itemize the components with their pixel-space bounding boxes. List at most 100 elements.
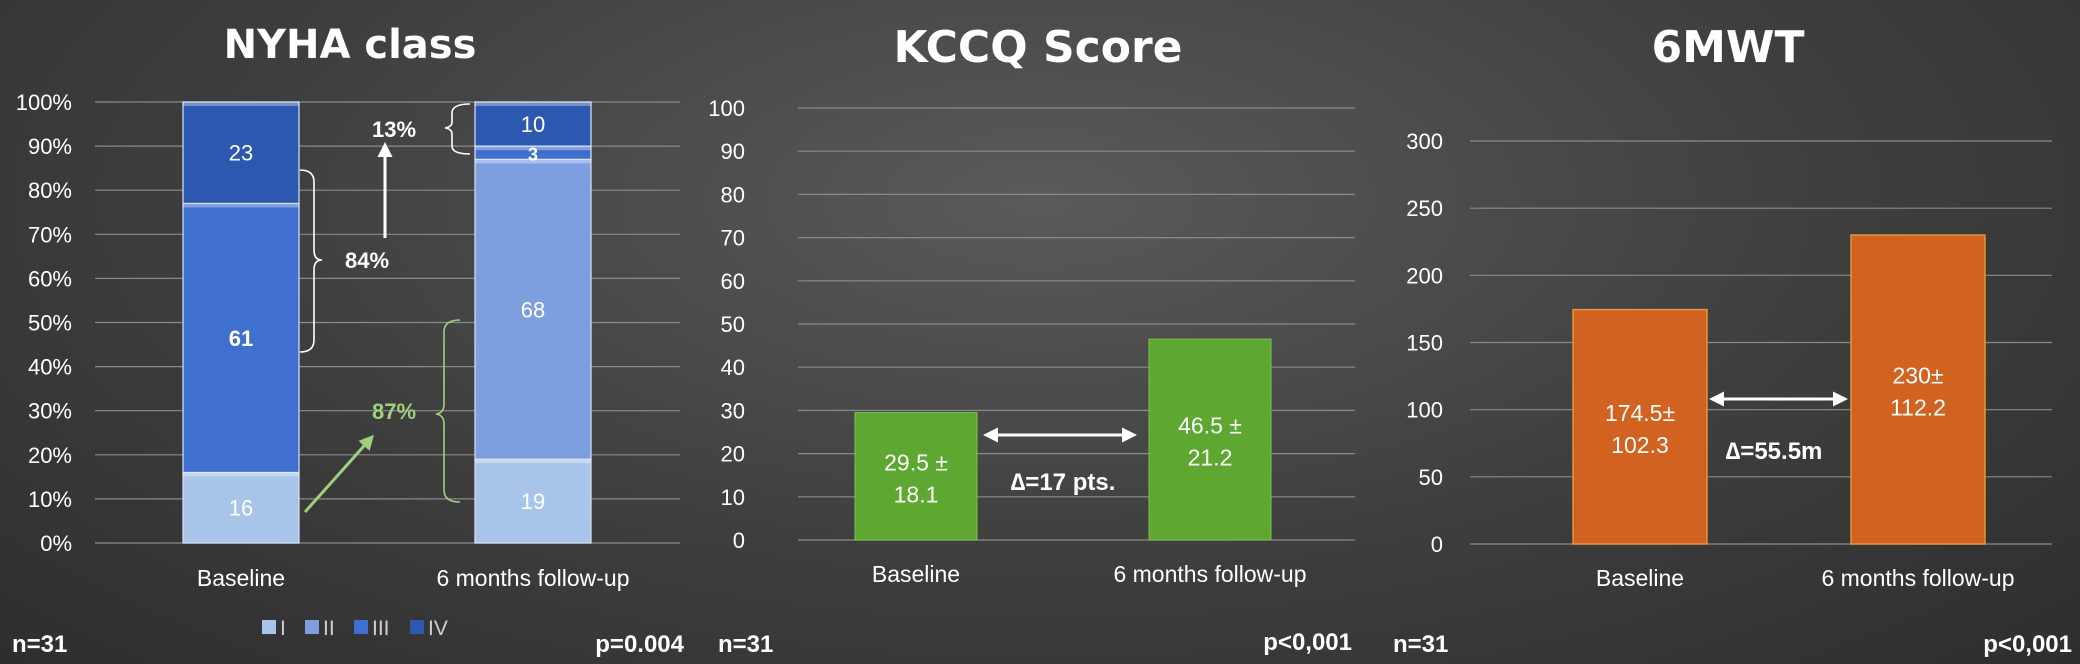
kccq-y-tick: 0	[733, 528, 745, 553]
smwt-y-tick: 200	[1406, 263, 1443, 288]
kccq-y-tick: 50	[721, 312, 745, 337]
smwt-category-label: 6 months follow-up	[1821, 565, 2014, 591]
sixmwt-delta-label: ∆=55.5m	[1726, 438, 1823, 465]
nyha-chart: NYHA class 0% 10% 20% 30% 40% 50% 60% 70% 80% 90%…	[12, 22, 685, 658]
nyha-data-label: 16	[229, 496, 253, 521]
nyha-bar-segment	[474, 158, 592, 460]
kccq-y-tick: 20	[721, 442, 745, 467]
nyha-data-label: 61	[229, 326, 253, 351]
sixmwt-data-label: 174.5±	[1605, 400, 1675, 426]
smwt-y-tick: 100	[1406, 398, 1443, 423]
nyha-bar-segment-highlight	[475, 459, 591, 464]
nyha-bar-segment	[182, 471, 300, 544]
nyha-bars: 16 61 23 19 68 3 10	[182, 101, 592, 544]
legend-swatch-iii	[354, 620, 368, 634]
kccq-bar	[1148, 338, 1272, 541]
smwt-y-tick: 50	[1419, 465, 1443, 490]
nyha-bar-segment	[182, 202, 300, 474]
legend-swatch-ii	[305, 620, 319, 634]
kccq-y-tick: 90	[721, 139, 745, 164]
nyha-data-label: 19	[521, 489, 545, 514]
nyha-bracket-84	[299, 169, 323, 353]
nyha-y-tick: 40%	[28, 355, 72, 380]
nyha-annotation-84: 84%	[345, 248, 389, 273]
sixmwt-bar	[1572, 308, 1708, 545]
kccq-bar	[854, 412, 978, 541]
nyha-y-tick: 70%	[28, 222, 72, 247]
nyha-category-label: 6 months follow-up	[436, 565, 629, 591]
legend-label-i: I	[280, 617, 286, 640]
kccq-p-label: p<0,001	[1263, 629, 1352, 656]
sixmwt-x-axis: Baseline 6 months follow-up	[1596, 565, 2015, 591]
nyha-bar-segment-highlight	[183, 472, 299, 477]
kccq-y-tick: 60	[721, 269, 745, 294]
kccq-chart: KCCQ Score 0 10 20 30 40 50 60 70 80 90 100 29.5 ±…	[708, 22, 1355, 658]
nyha-bar-segment-highlight	[475, 146, 591, 151]
kccq-title: KCCQ Score	[894, 22, 1183, 73]
nyha-y-tick: 60%	[28, 266, 72, 291]
kccq-x-axis: Baseline 6 months follow-up	[872, 561, 1307, 587]
nyha-annotation-13: 13%	[372, 117, 416, 142]
sixmwt-data-label: 102.3	[1611, 432, 1669, 458]
kccq-y-tick: 100	[708, 96, 745, 121]
nyha-bracket-13	[444, 103, 471, 155]
nyha-category-label: Baseline	[197, 565, 285, 591]
sixmwt-y-axis: 0 50 100 150 200 250 300	[1406, 129, 1443, 557]
sixmwt-bar	[1850, 234, 1986, 545]
sixmwt-data-label: 112.2	[1890, 395, 1946, 421]
nyha-p-label: p=0.004	[595, 631, 684, 658]
nyha-bar-segment-highlight	[475, 102, 591, 106]
nyha-data-label: 3	[528, 145, 538, 165]
kccq-data-label: 18.1	[894, 481, 939, 507]
nyha-bar-segment-highlight	[183, 203, 299, 208]
nyha-arrow-green	[303, 434, 374, 513]
kccq-y-axis: 0 10 20 30 40 50 60 70 80 90 100	[708, 96, 745, 553]
legend-label-iv: IV	[428, 617, 448, 640]
smwt-y-tick: 0	[1431, 532, 1443, 557]
kccq-delta-label: ∆=17 pts.	[1011, 469, 1116, 496]
legend-label-iii: III	[372, 617, 390, 640]
kccq-data-label: 46.5 ±	[1178, 413, 1242, 439]
sixmwt-title: 6MWT	[1652, 22, 1805, 73]
kccq-category-label: 6 months follow-up	[1113, 561, 1306, 587]
nyha-y-tick: 80%	[28, 178, 72, 203]
kccq-y-tick: 30	[721, 398, 745, 423]
kccq-y-tick: 40	[721, 355, 745, 380]
legend-label-ii: II	[323, 617, 335, 640]
kccq-data-label: 29.5 ±	[884, 449, 948, 475]
smwt-y-tick: 150	[1406, 331, 1443, 356]
kccq-category-label: Baseline	[872, 561, 960, 587]
smwt-y-tick: 300	[1406, 129, 1443, 154]
legend-swatch-i	[262, 620, 276, 634]
kccq-y-tick: 80	[721, 182, 745, 207]
nyha-y-tick: 0%	[40, 531, 72, 556]
kccq-bars: 29.5 ± 18.1 46.5 ± 21.2	[854, 338, 1272, 541]
kccq-y-tick: 10	[721, 485, 745, 510]
nyha-y-tick: 100%	[16, 90, 72, 115]
sixmwt-p-label: p<0,001	[1983, 631, 2072, 658]
nyha-n-label: n=31	[12, 631, 67, 658]
nyha-bar-segment	[474, 101, 592, 147]
nyha-y-tick: 20%	[28, 443, 72, 468]
sixmwt-data-label: 230±	[1893, 363, 1944, 389]
legend-swatch-iv	[410, 620, 424, 634]
nyha-y-tick: 90%	[28, 134, 72, 159]
nyha-x-axis: Baseline 6 months follow-up	[197, 565, 630, 591]
nyha-bar-segment	[182, 101, 300, 205]
nyha-bar-segment-highlight	[183, 102, 299, 106]
kccq-data-label: 21.2	[1188, 445, 1233, 471]
smwt-y-tick: 250	[1406, 196, 1443, 221]
nyha-y-axis: 0% 10% 20% 30% 40% 50% 60% 70% 80% 90% 100%	[16, 90, 72, 556]
sixmwt-gridlines	[1470, 140, 2052, 545]
kccq-y-tick: 70	[721, 226, 745, 251]
nyha-data-label: 23	[229, 141, 253, 166]
sixmwt-n-label: n=31	[1393, 631, 1448, 658]
nyha-y-tick: 50%	[28, 311, 72, 336]
sixmwt-bars: 174.5± 102.3 230± 112.2	[1572, 234, 1986, 545]
nyha-bar-segment-highlight	[475, 159, 591, 164]
nyha-data-label: 68	[521, 297, 545, 322]
nyha-data-label: 10	[521, 112, 545, 137]
nyha-y-tick: 30%	[28, 399, 72, 424]
